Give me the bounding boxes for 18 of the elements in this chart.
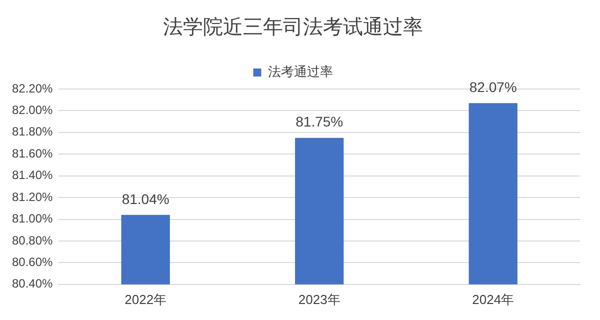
y-tick-label: 81.80% [12,124,54,139]
y-tick-label: 80.60% [12,255,54,269]
x-tick-label: 2024年 [472,292,514,307]
y-tick-label: 81.40% [12,168,54,182]
y-tick-label: 81.60% [12,146,54,160]
y-tick-label: 82.20% [12,81,54,96]
y-tick-label: 81.00% [12,212,54,226]
data-label: 81.75% [296,114,344,130]
y-tick-label: 80.80% [12,233,54,248]
data-label: 82.07% [469,78,517,95]
y-tick-label: 80.40% [12,276,54,291]
chart-title: 法学院近三年司法考试通过率 [163,16,423,39]
x-tick-label: 2022年 [124,292,167,307]
y-tick-label: 81.20% [12,190,54,204]
y-tick-label: 82.00% [12,103,54,118]
x-tick-label: 2023年 [298,292,340,307]
data-label: 81.04% [122,190,170,207]
legend-label: 法考通过率 [268,64,333,80]
